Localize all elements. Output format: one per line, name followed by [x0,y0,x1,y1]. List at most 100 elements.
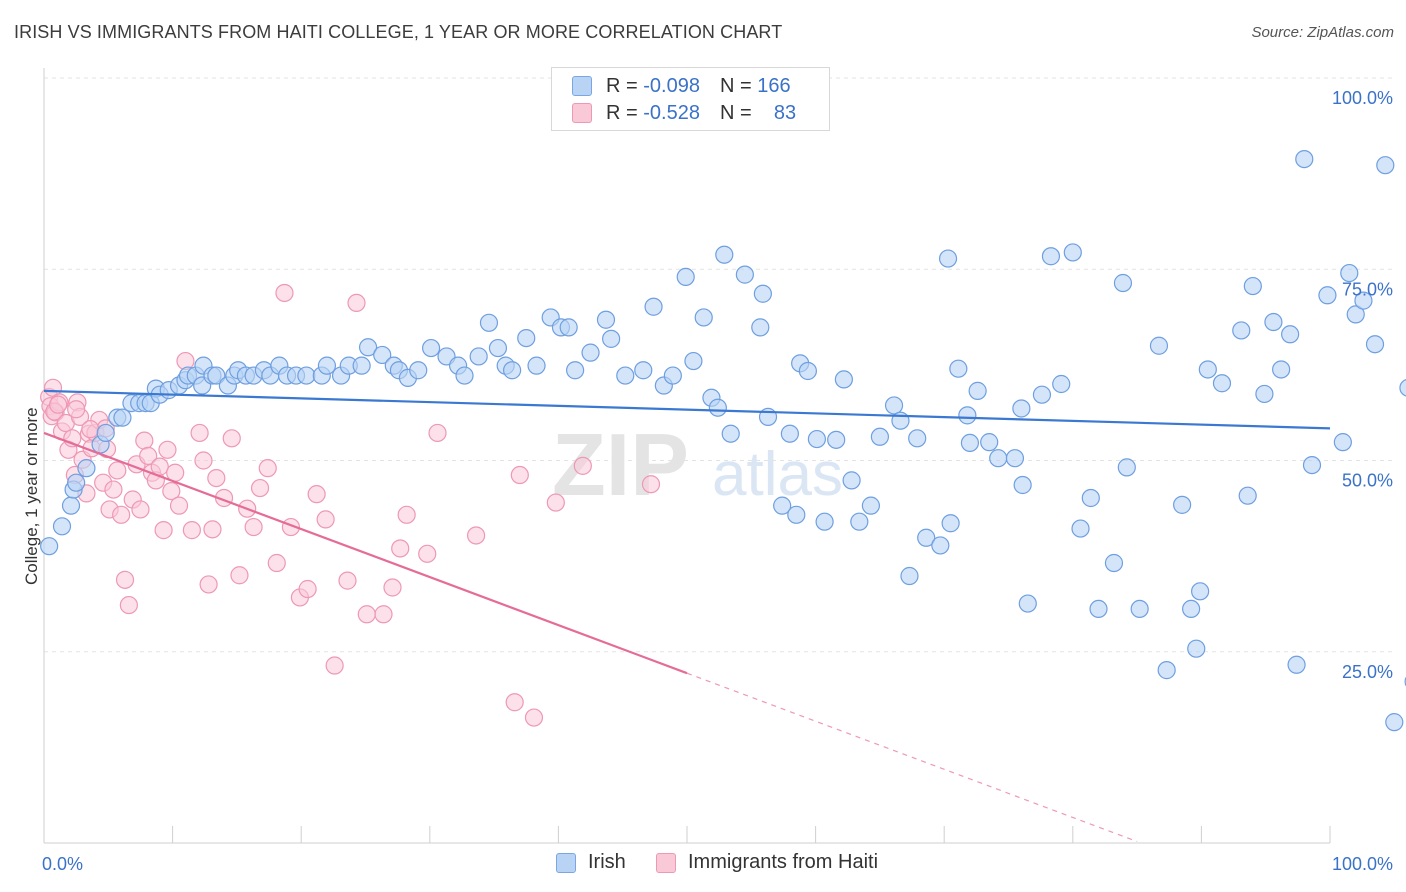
irish-point-47 [421,338,441,358]
irish-point-105 [968,381,987,400]
y-tick-label: 75.0% [1342,279,1393,299]
irish-point-135 [1264,312,1283,332]
irish-point-101 [941,514,960,533]
irish-point-97 [908,429,927,448]
irish-point-9 [113,408,132,427]
irish-point-146 [1365,335,1385,354]
haiti-n-value: 83 [773,101,797,124]
axes [43,68,1331,844]
irish-point-75 [715,245,734,264]
irish-points [40,149,1406,732]
bottom-legend-irish[interactable]: Irish [556,851,626,874]
haiti-point-53 [258,459,277,478]
chart-title: IRISH VS IMMIGRANTS FROM HAITI COLLEGE, … [14,22,783,42]
haiti-point-26 [119,595,138,615]
irish-point-82 [780,424,799,443]
irish-r-value: -0.098 [643,74,700,97]
irish-n-value: 166 [757,74,791,97]
bottom-irish-label: Irish [588,851,626,873]
irish-point-46 [409,361,428,380]
irish-point-57 [527,356,546,375]
tick-labels: 25.0% 50.0% 75.0% 100.0% 0.0% 100.0% [42,88,1393,874]
irish-point-102 [949,359,968,378]
irish-point-60 [559,318,578,337]
haiti-point-43 [194,451,213,470]
irish-point-93 [870,427,890,446]
y-axis-label: College, 1 year or more [22,407,41,585]
haiti-point-82 [641,475,661,494]
haiti-point-62 [338,571,357,590]
irish-point-121 [1117,458,1136,477]
haiti-point-80 [81,420,100,439]
irish-point-147 [1376,156,1395,175]
irish-point-104 [960,433,980,453]
haiti-point-22 [104,480,123,499]
irish-point-118 [1089,599,1108,619]
irish-point-125 [1173,495,1192,514]
irish-point-83 [787,505,806,524]
irish-point-69 [663,366,682,385]
irish-point-119 [1104,553,1124,573]
haiti-swatch [572,103,592,123]
haiti-point-25 [115,570,135,589]
haiti-point-34 [150,457,169,476]
irish-point-114 [1052,374,1071,394]
irish-point-134 [1255,384,1274,404]
bottom-haiti-label: Immigrants from Haiti [688,851,879,873]
haiti-point-73 [510,465,529,485]
haiti-point-65 [374,605,393,624]
y-tick-label: 50.0% [1342,471,1393,491]
irish-point-108 [1005,449,1025,468]
irish-point-113 [1041,247,1061,266]
irish-point-111 [1018,594,1037,613]
haiti-point-55 [275,283,294,303]
irish-point-55 [503,361,522,380]
haiti-point-74 [524,708,544,727]
x-tick-label-max: 100.0% [1332,854,1393,874]
irish-point-5 [77,459,96,478]
irish-point-1 [52,517,72,536]
irish-point-53 [488,338,508,358]
irish-point-99 [931,536,950,555]
haiti-point-36 [158,440,177,459]
irish-point-4 [67,473,86,492]
haiti-point-69 [418,544,437,563]
haiti-point-35 [154,521,173,540]
irish-point-116 [1071,519,1090,538]
haiti-point-23 [108,461,127,480]
irish-point-132 [1238,486,1257,505]
haiti-point-64 [357,605,376,624]
haiti-point-67 [391,539,410,558]
haiti-point-54 [267,553,286,573]
irish-point-131 [1232,321,1251,340]
bottom-legend-haiti[interactable]: Immigrants from Haiti [656,851,878,874]
legend-box: R = -0.098 N = 166 R = -0.528 N = 83 [551,67,830,131]
haiti-point-58 [298,579,317,599]
y-tick-label: 100.0% [1332,88,1393,108]
haiti-point-75 [546,493,565,512]
irish-point-24 [207,366,226,385]
bottom-haiti-swatch [656,852,676,873]
irish-point-98 [917,528,936,547]
irish-point-74 [708,398,727,417]
irish-point-89 [834,370,853,389]
irish-point-115 [1063,243,1082,262]
irish-point-143 [1340,263,1359,283]
gridlines [44,77,1392,653]
irish-point-103 [958,406,977,425]
irish-point-96 [900,566,919,586]
irish-point-139 [1295,149,1314,169]
haiti-point-78 [49,395,68,414]
irish-point-148 [1385,713,1404,732]
irish-point-106 [980,433,999,452]
trend-lines [43,389,1331,843]
irish-point-112 [1032,385,1052,404]
irish-point-62 [581,343,600,362]
irish-point-7 [96,423,115,443]
irish-point-66 [634,361,653,380]
irish-point-126 [1182,599,1201,619]
irish-n-label: N = [719,74,752,97]
irish-point-92 [861,496,880,515]
haiti-point-51 [244,517,263,537]
